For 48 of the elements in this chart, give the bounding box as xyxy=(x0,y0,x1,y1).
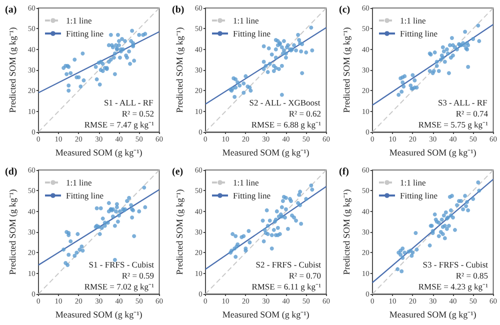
annotation: RMSE = 5.75 g kg⁻¹ xyxy=(418,120,488,130)
annotation: S3 - FRFS - Cubist xyxy=(422,260,489,270)
y-axis-title: Predicted SOM (g kg⁻¹) xyxy=(8,27,18,113)
legend-label: Fitting line xyxy=(400,190,438,200)
y-axis-title: Predicted SOM (g kg⁻¹) xyxy=(342,27,352,113)
annotation: RMSE = 7.02 g kg⁻¹ xyxy=(84,282,154,292)
annotation: S2 - FRFS - Cubist xyxy=(256,260,322,270)
x-axis-title: Measured SOM (g kg⁻¹) xyxy=(222,147,310,158)
x-axis-title: Measured SOM (g kg⁻¹) xyxy=(389,147,476,158)
y-axis-title: Predicted SOM (g kg⁻¹) xyxy=(174,189,184,275)
legend-label: 1:1 line xyxy=(66,178,92,188)
y-axis-title: Predicted SOM (g kg⁻¹) xyxy=(342,189,352,275)
annotation: RMSE = 6.11 g kg⁻¹ xyxy=(252,282,322,292)
annotation: R² = 0.59 xyxy=(122,270,154,280)
legend-label: Fitting line xyxy=(400,28,438,38)
chart-title: (c) xyxy=(339,4,350,16)
x-axis-title: Measured SOM (g kg⁻¹) xyxy=(55,147,142,158)
chart-title: (d) xyxy=(5,166,18,178)
annotation: S1 - FRFS - Cubist xyxy=(88,260,155,270)
annotation: R² = 0.85 xyxy=(456,270,488,280)
annotation: S3 - ALL - RF xyxy=(438,98,488,108)
legend-label: 1:1 line xyxy=(66,16,92,26)
legend-label: 1:1 line xyxy=(233,16,259,26)
legend-label: Fitting line xyxy=(233,190,271,200)
annotation: R² = 0.62 xyxy=(288,108,322,118)
chart-title: (a) xyxy=(5,4,17,16)
legend-label: Fitting line xyxy=(66,190,104,200)
annotation: RMSE = 7.47 g kg⁻¹ xyxy=(84,120,154,130)
annotation: R² = 0.52 xyxy=(122,108,154,118)
annotation: R² = 0.74 xyxy=(456,108,489,118)
chart-title: (f) xyxy=(339,166,349,178)
annotation: RMSE = 6.88 g kg⁻¹ xyxy=(251,120,322,130)
annotation: S1 - ALL - RF xyxy=(104,98,154,108)
legend-label: Fitting line xyxy=(233,28,271,38)
legend-label: 1:1 line xyxy=(400,178,426,188)
x-axis-title: Measured SOM (g kg⁻¹) xyxy=(55,309,142,320)
chart-title: (b) xyxy=(172,4,184,16)
chart-title: (e) xyxy=(172,166,184,178)
x-axis-title: Measured SOM (g kg⁻¹) xyxy=(222,309,310,320)
annotation: R² = 0.70 xyxy=(288,270,322,280)
legend-label: 1:1 line xyxy=(400,16,426,26)
x-axis-title: Measured SOM (g kg⁻¹) xyxy=(389,309,476,320)
annotation: S2 - ALL - XGBoost xyxy=(249,98,321,108)
y-axis-title: Predicted SOM (g kg⁻¹) xyxy=(8,189,18,275)
annotation: RMSE = 4.23 g kg⁻¹ xyxy=(418,282,488,292)
legend-label: 1:1 line xyxy=(233,178,259,188)
y-axis-title: Predicted SOM (g kg⁻¹) xyxy=(174,27,184,113)
legend-label: Fitting line xyxy=(66,28,104,38)
